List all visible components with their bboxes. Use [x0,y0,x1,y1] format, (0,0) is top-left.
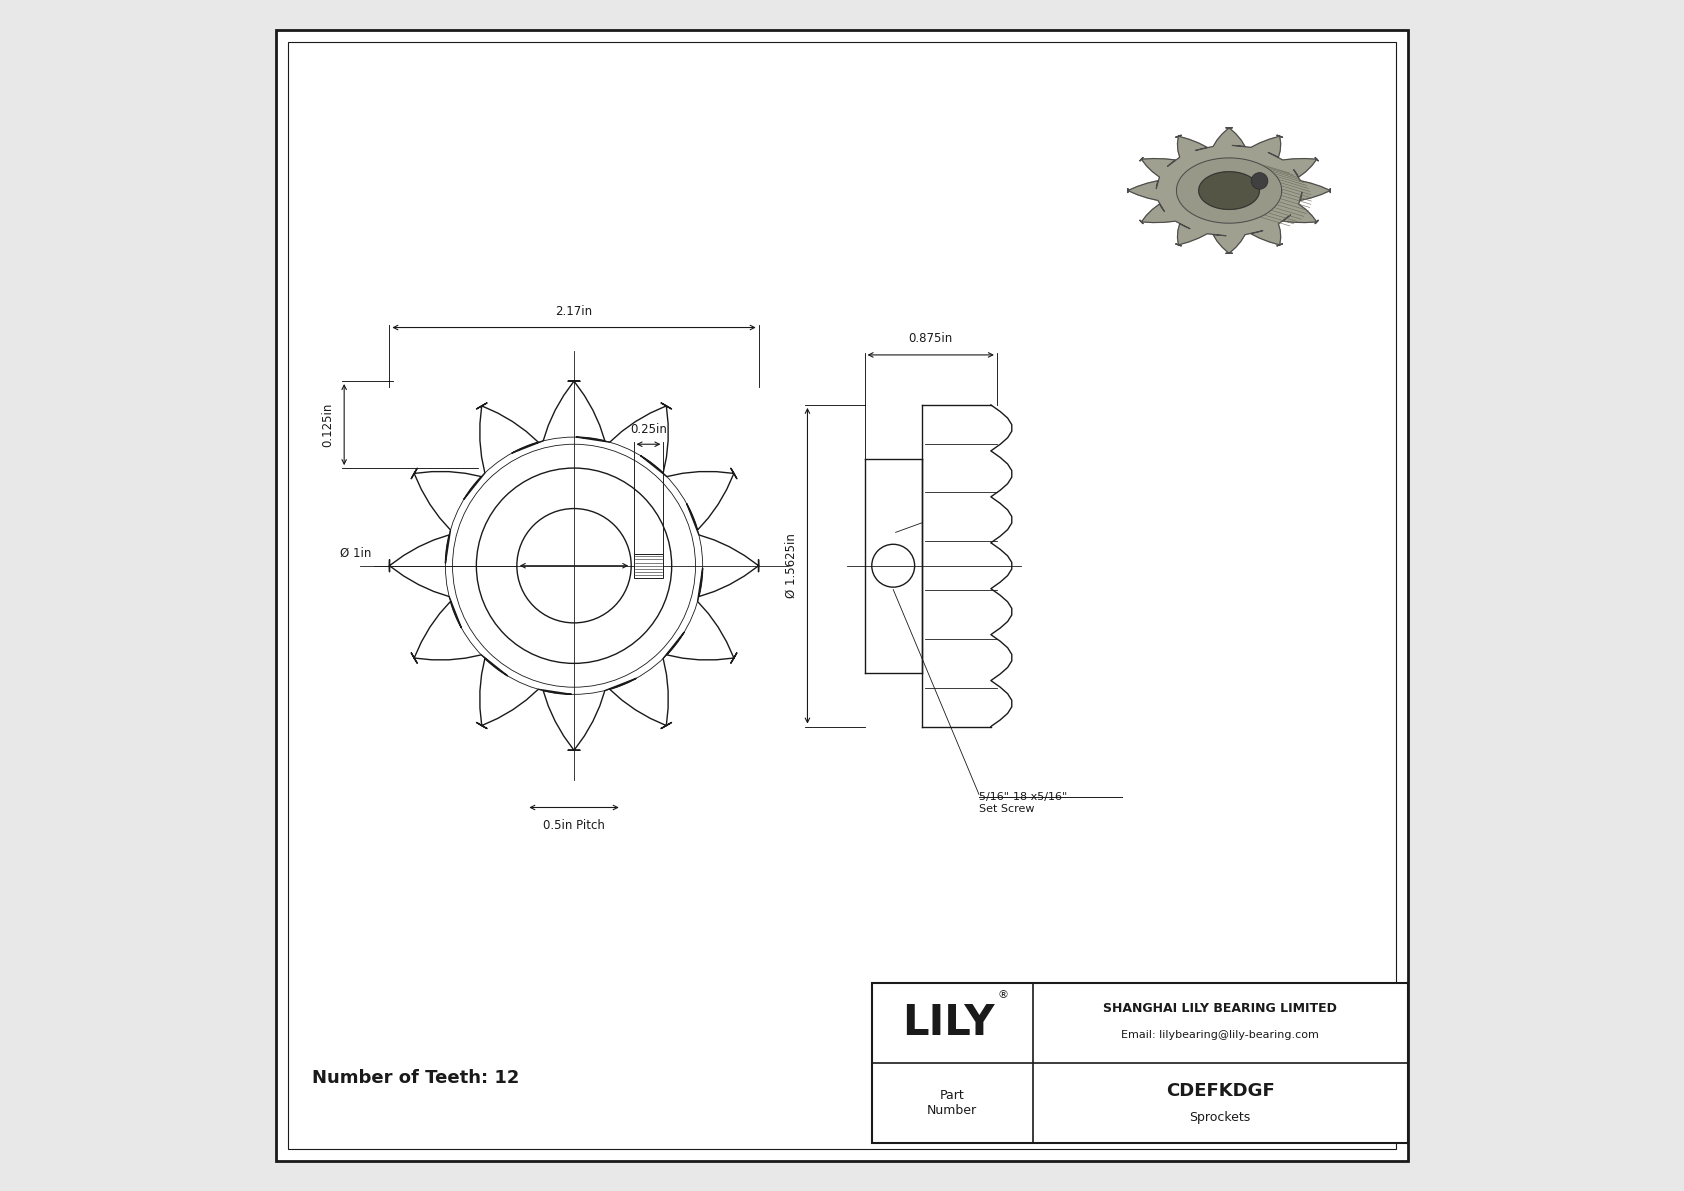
Circle shape [1251,173,1268,189]
Text: LILY: LILY [903,1002,995,1043]
Bar [633,554,663,578]
Text: Sprockets: Sprockets [1189,1111,1251,1124]
Text: Ø 1.5625in: Ø 1.5625in [785,534,798,598]
Text: 0.125in: 0.125in [322,403,335,447]
Text: 2.17in: 2.17in [556,305,593,318]
Text: Email: lilybearing@lily-bearing.com: Email: lilybearing@lily-bearing.com [1122,1030,1319,1040]
Polygon shape [1199,172,1260,210]
Text: 5/16"-18 x5/16"
Set Screw: 5/16"-18 x5/16" Set Screw [978,792,1068,813]
Text: 0.25in: 0.25in [630,423,667,436]
Text: Part
Number: Part Number [928,1089,977,1117]
Polygon shape [1128,127,1330,254]
Text: Number of Teeth: 12: Number of Teeth: 12 [312,1068,519,1087]
Text: 0.5in Pitch: 0.5in Pitch [542,819,605,833]
Text: SHANGHAI LILY BEARING LIMITED: SHANGHAI LILY BEARING LIMITED [1103,1002,1337,1015]
Bar [872,983,1408,1143]
Text: CDEFKDGF: CDEFKDGF [1165,1083,1275,1100]
Text: Ø 1in: Ø 1in [340,547,372,560]
Polygon shape [1177,158,1282,223]
Text: 0.875in: 0.875in [909,332,953,345]
Text: ®: ® [997,990,1009,1000]
